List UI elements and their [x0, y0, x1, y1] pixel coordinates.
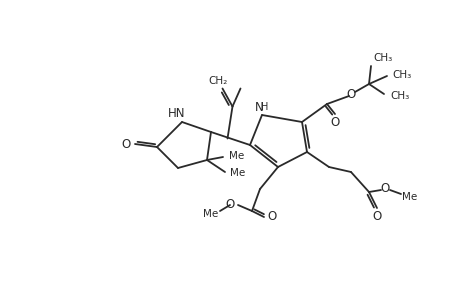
- Text: O: O: [380, 182, 389, 194]
- Text: CH₃: CH₃: [372, 53, 392, 63]
- Text: O: O: [225, 199, 234, 212]
- Text: Me: Me: [229, 151, 244, 161]
- Text: O: O: [346, 88, 355, 100]
- Text: Me: Me: [203, 209, 218, 219]
- Text: CH₃: CH₃: [391, 70, 410, 80]
- Text: HN: HN: [168, 106, 185, 119]
- Text: CH₃: CH₃: [389, 91, 409, 101]
- Text: Me: Me: [230, 168, 245, 178]
- Text: N: N: [254, 100, 263, 113]
- Text: CH₂: CH₂: [208, 76, 228, 85]
- Text: Me: Me: [402, 192, 417, 202]
- Text: O: O: [267, 211, 276, 224]
- Text: H: H: [261, 102, 268, 112]
- Text: O: O: [372, 209, 381, 223]
- Text: O: O: [330, 116, 339, 128]
- Text: O: O: [121, 137, 130, 151]
